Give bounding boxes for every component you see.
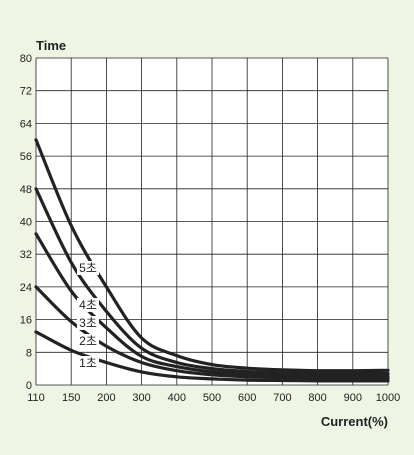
series-label-4: 4초	[79, 298, 97, 312]
y-tick-label: 72	[20, 86, 32, 98]
series-label-bg	[77, 356, 99, 370]
x-tick-label: 200	[97, 392, 115, 404]
x-tick-label: 150	[62, 392, 80, 404]
series-label-bg	[77, 298, 99, 312]
y-tick-label: 40	[20, 217, 32, 229]
y-tick-label: 8	[26, 347, 32, 359]
y-axis-title: Time	[36, 38, 66, 53]
y-tick-label: 24	[20, 282, 32, 294]
grid	[35, 57, 389, 386]
x-tick-label: 1000	[376, 392, 400, 404]
x-tick-label: 300	[132, 392, 150, 404]
x-tick-label: 700	[273, 392, 291, 404]
x-axis-title: Current(%)	[321, 414, 388, 429]
x-axis-ticks: 110 150 200 300 400 500 600 700 800 900 1000	[27, 392, 400, 404]
x-tick-label: 500	[203, 392, 221, 404]
curve-labels: 1초 2초 3초 4초 5초	[77, 261, 99, 370]
x-tick-label: 110	[27, 392, 45, 404]
series-line-5	[34, 138, 390, 373]
series-line-4	[34, 187, 390, 376]
series-label-bg	[77, 261, 99, 275]
y-tick-label: 56	[20, 151, 32, 163]
y-axis-ticks: 0 8 16 24 32 40 48 56 64 72 80	[20, 53, 32, 392]
x-tick-label: 900	[344, 392, 362, 404]
y-tick-label: 0	[26, 380, 32, 392]
y-tick-label: 64	[20, 118, 32, 130]
series-label-2: 2초	[79, 334, 97, 348]
y-tick-label: 32	[20, 249, 32, 261]
x-tick-label: 400	[168, 392, 186, 404]
series-label-5: 5초	[79, 261, 97, 275]
series-label-1: 1초	[79, 356, 97, 370]
series-label-bg	[77, 316, 99, 330]
y-tick-label: 80	[20, 53, 32, 65]
series-label-3: 3초	[79, 316, 97, 330]
y-tick-label: 48	[20, 184, 32, 196]
series-line-3	[34, 232, 390, 379]
x-tick-label: 600	[238, 392, 256, 404]
x-tick-label: 800	[308, 392, 326, 404]
series-label-bg	[77, 334, 99, 348]
y-tick-label: 16	[20, 315, 32, 327]
